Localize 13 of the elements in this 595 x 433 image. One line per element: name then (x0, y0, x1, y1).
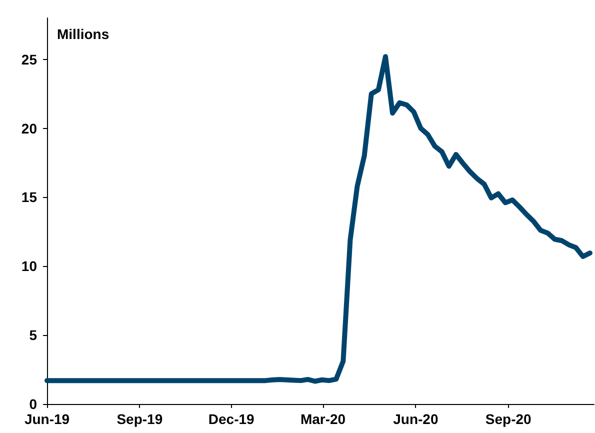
y-tick-label: 0 (29, 396, 38, 412)
y-tick-label: 15 (21, 189, 38, 206)
x-tick-label: Dec-19 (208, 411, 255, 427)
x-tick-label: Mar-20 (300, 411, 346, 427)
y-axis-title: Millions (57, 26, 110, 42)
x-tick-label: Jun-19 (24, 411, 70, 427)
x-tick-label: Sep-19 (116, 411, 163, 427)
x-tick-label: Sep-20 (485, 411, 532, 427)
y-tick-label: 5 (29, 327, 38, 344)
y-tick-label: 20 (21, 120, 38, 136)
x-tick-label: Jun-20 (393, 411, 438, 427)
y-tick-label: 25 (21, 51, 38, 68)
y-tick-label: 10 (21, 258, 38, 274)
